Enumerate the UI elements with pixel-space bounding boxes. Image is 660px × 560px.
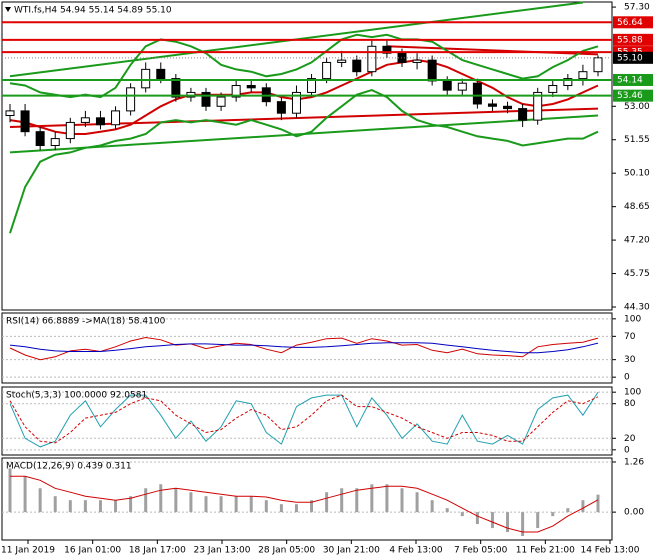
x-tick-label: 16 Jan 01:00	[64, 546, 121, 556]
level-label-box	[613, 89, 653, 102]
candle-body	[472, 82, 482, 105]
candle-body	[442, 80, 452, 91]
candle-body	[578, 71, 588, 80]
x-tick-label: 4 Feb 13:00	[389, 546, 443, 556]
y-tick-label: 70	[624, 332, 636, 342]
level-label-box	[613, 73, 653, 86]
candle-body	[533, 91, 543, 121]
y-tick-label: 0	[624, 373, 630, 383]
candle-body	[201, 91, 211, 107]
y-tick-label: 45.75	[624, 269, 650, 279]
y-tick-label: 47.20	[624, 236, 650, 246]
series-line	[9, 59, 599, 135]
candle-body	[307, 78, 317, 93]
candle-body	[563, 78, 573, 87]
level-label: 55.88	[617, 35, 643, 45]
candle-body	[5, 110, 15, 117]
y-tick-label: 50.10	[624, 169, 650, 179]
candle-body	[65, 121, 75, 140]
series-line	[9, 89, 599, 234]
candle-body	[35, 131, 45, 147]
panel-title: Stoch(5,3,3) 100.0000 92.0581	[6, 391, 147, 401]
candle-body	[50, 138, 60, 147]
y-tick-label: 57.30	[624, 3, 650, 13]
candle-body	[95, 117, 105, 126]
series-line	[9, 33, 599, 99]
current-price-label: 55.10	[617, 53, 643, 63]
candle-body	[141, 68, 151, 89]
candle-body	[216, 96, 226, 107]
series-line	[9, 342, 599, 354]
y-tick-label: 100	[624, 388, 641, 398]
candle-body	[20, 110, 30, 133]
level-label-box	[613, 16, 653, 29]
current-price-box	[613, 51, 653, 64]
candle-body	[276, 101, 286, 114]
candle-body	[367, 45, 377, 73]
level-label: 56.64	[617, 18, 643, 28]
candle-body	[111, 110, 121, 126]
candle-body	[291, 91, 301, 114]
y-tick-label: 51.55	[624, 135, 650, 145]
candle-body	[126, 87, 136, 112]
y-tick-label: 30	[624, 355, 636, 365]
y-tick-label: 1.26	[624, 457, 644, 467]
candle-body	[80, 117, 90, 123]
panel-title: RSI(14) 66.8889 ->MA(18) 58.4100	[6, 317, 166, 327]
candle-body	[337, 59, 347, 63]
y-tick-label: 100	[624, 314, 641, 324]
x-tick-label: 11 Feb 21:00	[516, 546, 575, 556]
y-tick-label: 48.65	[624, 202, 650, 212]
candle-body	[231, 85, 241, 98]
level-label: 54.14	[617, 75, 643, 85]
candle-body	[457, 82, 467, 91]
series-line	[9, 107, 599, 128]
series-line	[9, 394, 599, 444]
y-tick-label: 44.30	[624, 303, 650, 313]
x-tick-label: 30 Jan 21:00	[323, 546, 380, 556]
candle-body	[548, 85, 558, 93]
candle-body	[503, 105, 513, 110]
y-tick-label: 20	[624, 434, 636, 444]
panel-frame	[1, 1, 613, 311]
y-tick-label: 80	[624, 399, 636, 409]
series-line	[10, 475, 599, 533]
panel-title: WTI.fs,H4 54.94 55.14 54.89 55.10	[14, 6, 172, 16]
y-tick-label: 0.00	[624, 508, 644, 518]
candle-body	[352, 59, 362, 73]
candle-body	[518, 108, 528, 121]
x-tick-label: 18 Jan 17:00	[129, 546, 186, 556]
panel-frame	[1, 386, 613, 456]
candle-body	[322, 61, 332, 80]
x-tick-label: 14 Feb 13:00	[580, 546, 639, 556]
series-line	[9, 336, 599, 361]
y-tick-label: 53.00	[624, 102, 650, 112]
candle-body	[412, 59, 422, 63]
y-tick-label: 0	[624, 445, 630, 455]
panel-frame	[1, 312, 613, 384]
candle-body	[427, 59, 437, 82]
level-label: 53.46	[617, 91, 643, 101]
panel-title: MACD(12,26,9) 0.439 0.311	[6, 462, 132, 472]
candle-body	[171, 78, 181, 98]
title-arrow	[5, 7, 11, 12]
x-tick-label: 11 Jan 2019	[1, 546, 55, 556]
candle-body	[382, 45, 392, 54]
series-line	[9, 391, 599, 448]
candle-body	[593, 57, 603, 73]
x-tick-label: 23 Jan 13:00	[194, 546, 251, 556]
level-label-box	[613, 33, 653, 46]
candle-body	[487, 103, 497, 107]
x-tick-label: 7 Feb 05:00	[454, 546, 508, 556]
candle-body	[156, 68, 166, 80]
candle-body	[246, 85, 256, 89]
x-tick-label: 28 Jan 05:00	[258, 546, 315, 556]
